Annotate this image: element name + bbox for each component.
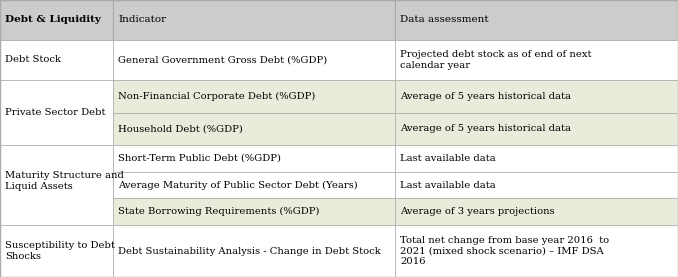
Bar [113,145,395,172]
Text: Private Sector Debt: Private Sector Debt [5,108,106,117]
Text: Last available data: Last available data [400,154,496,163]
Bar [113,198,395,225]
Text: Debt Stock: Debt Stock [5,55,61,65]
Text: Last available data: Last available data [400,181,496,189]
Bar [0,0,113,40]
Bar [395,0,678,40]
Bar [113,40,395,80]
Text: Average of 3 years projections: Average of 3 years projections [400,207,555,216]
Bar [113,225,395,277]
Bar [0,145,113,225]
Text: Household Debt (%GDP): Household Debt (%GDP) [118,124,243,133]
Bar [395,225,678,277]
Bar [0,80,113,145]
Bar [0,40,113,80]
Bar [395,112,678,145]
Text: General Government Gross Debt (%GDP): General Government Gross Debt (%GDP) [118,55,327,65]
Text: Data assessment: Data assessment [400,16,489,24]
Bar [395,145,678,172]
Bar [113,172,395,198]
Text: Non-Financial Corporate Debt (%GDP): Non-Financial Corporate Debt (%GDP) [118,92,315,101]
Text: Projected debt stock as of end of next
calendar year: Projected debt stock as of end of next c… [400,50,591,70]
Text: Average Maturity of Public Sector Debt (Years): Average Maturity of Public Sector Debt (… [118,180,358,189]
Text: Average of 5 years historical data: Average of 5 years historical data [400,124,571,133]
Bar [113,0,395,40]
Text: Debt Sustainability Analysis - Change in Debt Stock: Debt Sustainability Analysis - Change in… [118,247,381,255]
Text: Debt & Liquidity: Debt & Liquidity [5,16,101,24]
Bar [395,80,678,112]
Bar [113,112,395,145]
Text: State Borrowing Requirements (%GDP): State Borrowing Requirements (%GDP) [118,207,319,216]
Bar [395,172,678,198]
Text: Susceptibility to Debt
Shocks: Susceptibility to Debt Shocks [5,241,115,261]
Bar [0,225,113,277]
Bar [395,198,678,225]
Bar [395,40,678,80]
Text: Maturity Structure and
Liquid Assets: Maturity Structure and Liquid Assets [5,171,124,191]
Text: Indicator: Indicator [118,16,166,24]
Text: Total net change from base year 2016  to
2021 (mixed shock scenario) – IMF DSA
2: Total net change from base year 2016 to … [400,236,609,266]
Text: Average of 5 years historical data: Average of 5 years historical data [400,92,571,101]
Text: Short-Term Public Debt (%GDP): Short-Term Public Debt (%GDP) [118,154,281,163]
Bar [113,80,395,112]
